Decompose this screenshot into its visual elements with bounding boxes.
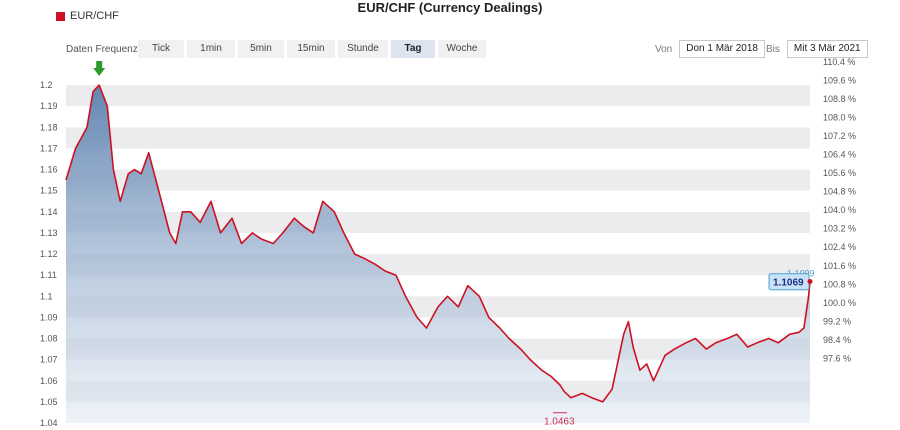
last-value-label: 1.1069 xyxy=(773,278,804,289)
y2-tick-label: 103.2 % xyxy=(823,224,856,234)
grid-band xyxy=(66,211,810,233)
y-tick-label: 1.13 xyxy=(40,228,58,238)
y-tick-label: 1.1 xyxy=(40,291,53,301)
y-tick-label: 1.06 xyxy=(40,376,58,386)
y-tick-label: 1.16 xyxy=(40,165,58,175)
legend[interactable]: EUR/CHF xyxy=(56,10,119,22)
series-line xyxy=(65,84,811,403)
from-label: Von xyxy=(655,43,673,55)
y2-tick-label: 108.8 % xyxy=(823,94,856,104)
frequency-tab-1min[interactable]: 1min xyxy=(187,40,235,58)
y-tick-label: 1.2 xyxy=(40,80,53,90)
legend-swatch xyxy=(56,11,65,21)
y2-tick-label: 104.0 % xyxy=(823,205,856,215)
y-tick-label: 1.17 xyxy=(40,143,58,153)
y-tick-label: 1.04 xyxy=(40,418,58,428)
grid-band xyxy=(66,254,810,276)
min-label: 1.0463 xyxy=(544,417,575,428)
from-date-input[interactable]: Don 1 Mär 2018 xyxy=(679,40,765,58)
y2-tick-label: 102.4 % xyxy=(823,242,856,252)
frequency-tab-15min[interactable]: 15min xyxy=(287,40,335,58)
y-tick-label: 1.14 xyxy=(40,207,58,217)
grid-band xyxy=(66,338,810,360)
grid-band xyxy=(66,296,810,318)
y2-tick-label: 109.6 % xyxy=(823,75,856,85)
y2-tick-label: 100.8 % xyxy=(823,279,856,289)
legend-label: EUR/CHF xyxy=(70,10,119,22)
frequency-tabs: Tick 1min 5min 15min Stunde Tag Woche xyxy=(138,40,486,58)
frequency-tab-tick[interactable]: Tick xyxy=(138,40,184,58)
frequency-tab-tag[interactable]: Tag xyxy=(391,40,435,58)
high-label: 1.1099 xyxy=(787,268,815,278)
grid-band xyxy=(66,169,810,191)
frequency-label: Daten Frequenz xyxy=(66,44,138,55)
y2-tick-label: 107.2 % xyxy=(823,131,856,141)
y-tick-label: 1.07 xyxy=(40,355,58,365)
y2-tick-label: 105.6 % xyxy=(823,168,856,178)
y2-tick-label: 110.4 % xyxy=(823,57,855,67)
to-label: Bis xyxy=(766,43,780,55)
y2-tick-label: 108.0 % xyxy=(823,113,856,123)
to-date-input[interactable]: Mit 3 Mär 2021 xyxy=(786,40,868,58)
chart-title: EUR/CHF (Currency Dealings) xyxy=(357,0,543,15)
y2-tick-label: 101.6 % xyxy=(823,261,856,271)
y-tick-label: 1.18 xyxy=(40,122,58,132)
y2-tick-label: 99.2 % xyxy=(823,316,851,326)
frequency-tab-stunde[interactable]: Stunde xyxy=(338,40,388,58)
y-tick-label: 1.12 xyxy=(40,249,58,259)
y-tick-label: 1.08 xyxy=(40,334,58,344)
y2-tick-label: 98.4 % xyxy=(823,335,851,345)
grid-band xyxy=(66,127,810,149)
y2-tick-label: 97.6 % xyxy=(823,353,851,363)
y-tick-label: 1.11 xyxy=(40,270,57,280)
max-marker-arrow xyxy=(93,61,106,76)
y-tick-label: 1.09 xyxy=(40,312,58,322)
last-value-badge xyxy=(768,273,810,291)
last-point xyxy=(807,279,813,285)
y-tick-label: 1.19 xyxy=(40,101,58,111)
frequency-tab-woche[interactable]: Woche xyxy=(438,40,486,58)
y2-tick-label: 100.0 % xyxy=(823,298,856,308)
y-tick-label: 1.15 xyxy=(40,186,58,196)
frequency-tab-5min[interactable]: 5min xyxy=(238,40,284,58)
grid-band xyxy=(66,380,810,402)
y2-tick-label: 106.4 % xyxy=(823,150,856,160)
from-range: Von Don 1 Mär 2018 xyxy=(655,40,765,58)
y-tick-label: 1.05 xyxy=(40,397,58,407)
grid-band xyxy=(66,85,810,107)
to-range: Bis Mit 3 Mär 2021 xyxy=(766,40,868,58)
y2-tick-label: 104.8 % xyxy=(823,187,856,197)
series-area xyxy=(66,85,810,423)
